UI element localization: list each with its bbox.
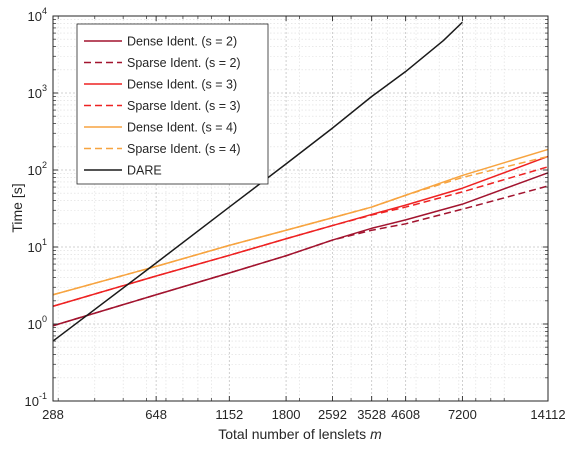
legend-label-6: Sparse Ident. (s = 4) xyxy=(127,142,241,156)
y-tick-label: 103 xyxy=(28,83,47,101)
y-tick-label-exponent: 2 xyxy=(42,160,47,170)
legend-label-3: Dense Ident. (s = 3) xyxy=(127,78,237,92)
series-line-4 xyxy=(52,166,549,307)
x-tick-label: 14112 xyxy=(530,407,565,422)
legend-label-5: Dense Ident. (s = 4) xyxy=(127,121,237,135)
x-axis-title-var: m xyxy=(370,426,382,442)
y-tick-label-base: 10 xyxy=(28,317,42,332)
y-tick-label: 102 xyxy=(28,160,47,178)
legend-label-2: Sparse Ident. (s = 2) xyxy=(127,56,241,70)
x-tick-label: 648 xyxy=(145,407,167,422)
y-tick-label: 10-1 xyxy=(25,391,47,409)
series-line-7 xyxy=(52,21,463,342)
series-line-2 xyxy=(52,185,549,327)
y-tick-label-exponent: 4 xyxy=(42,6,47,16)
legend: Dense Ident. (s = 2) Sparse Ident. (s = 2… xyxy=(76,23,269,185)
legend-label-1: Dense Ident. (s = 2) xyxy=(127,35,237,49)
y-tick-label-base: 10 xyxy=(28,9,42,24)
x-tick-labels: 288 648 1152 1800 2592 3528 4608 7200 14112 xyxy=(42,407,565,422)
x-tick-label: 3528 xyxy=(357,407,386,422)
y-tick-label: 101 xyxy=(28,237,47,255)
y-tick-label-base: 10 xyxy=(25,394,39,409)
y-tick-label-exponent: 1 xyxy=(42,237,47,247)
y-tick-label-exponent: 3 xyxy=(42,83,47,93)
y-tick-label-exponent: 0 xyxy=(42,314,47,324)
plot-frame xyxy=(52,15,549,402)
y-tick-label-exponent: -1 xyxy=(39,391,47,401)
x-axis-title-text: Total number of lenslets xyxy=(218,426,366,442)
axis-ticks xyxy=(52,15,549,402)
x-tick-label: 288 xyxy=(42,407,64,422)
y-tick-label: 100 xyxy=(28,314,47,332)
legend-label-7: DARE xyxy=(127,164,162,178)
x-tick-label: 2592 xyxy=(318,407,347,422)
y-tick-label-base: 10 xyxy=(28,240,42,255)
series-layer xyxy=(52,21,549,342)
x-tick-label: 1152 xyxy=(215,407,243,422)
y-tick-label: 104 xyxy=(28,6,47,24)
y-tick-label-base: 10 xyxy=(28,163,42,178)
x-tick-label: 1800 xyxy=(272,407,301,422)
legend-box xyxy=(76,23,269,185)
x-axis-title: Total number of lenslets m xyxy=(218,426,382,442)
x-tick-label: 7200 xyxy=(448,407,477,422)
y-tick-label-base: 10 xyxy=(28,86,42,101)
y-axis-title: Time [s] xyxy=(9,183,25,232)
x-tick-label: 4608 xyxy=(391,407,420,422)
legend-label-4: Sparse Ident. (s = 3) xyxy=(127,99,241,113)
series-line-6 xyxy=(52,155,549,296)
